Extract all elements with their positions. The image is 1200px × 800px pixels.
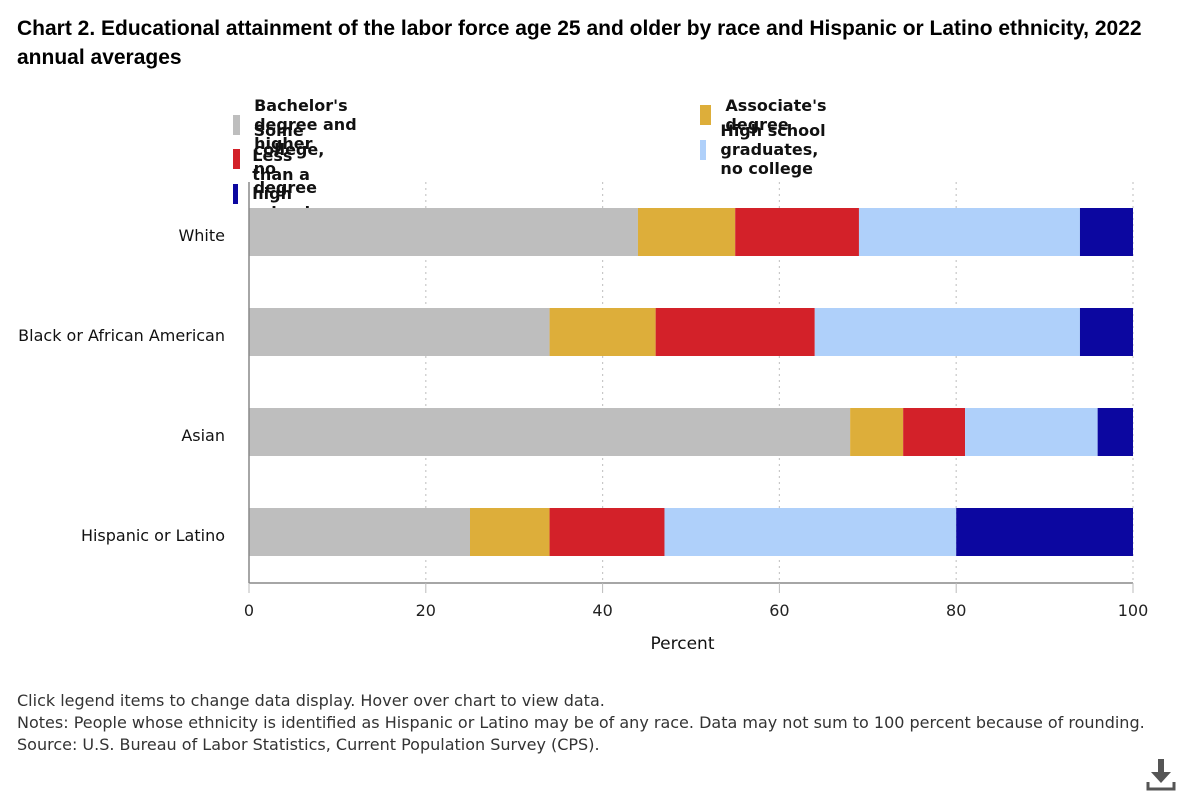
download-icon bbox=[1146, 759, 1176, 791]
bar-segment[interactable]: Black or African American — Associate's … bbox=[549, 308, 656, 356]
legend-item-bachelors[interactable]: Bachelor's degree and higher bbox=[233, 96, 359, 153]
download-button[interactable] bbox=[1146, 758, 1176, 792]
bar-segment[interactable]: White — High school graduates, no colleg… bbox=[858, 208, 1080, 256]
source-text: Source: U.S. Bureau of Labor Statistics,… bbox=[17, 735, 600, 754]
category-label: Hispanic or Latino bbox=[80, 526, 225, 545]
bar-segment[interactable]: Hispanic or Latino — Some college, no de… bbox=[549, 508, 665, 556]
x-axis-label: Percent bbox=[650, 634, 715, 654]
legend-label: Associate's degree bbox=[725, 96, 827, 134]
x-tick-label: 0 bbox=[244, 601, 254, 620]
x-tick-label: 40 bbox=[592, 601, 612, 620]
category-label: White bbox=[178, 226, 225, 245]
bar-segment[interactable]: Hispanic or Latino — Associate's degree:… bbox=[470, 508, 550, 556]
bar-segment[interactable]: Asian — Associate's degree: 6% bbox=[850, 408, 904, 456]
x-tick-label: 60 bbox=[769, 601, 789, 620]
bar-segment[interactable]: Asian — Less than a high school diploma:… bbox=[1097, 408, 1133, 456]
legend-item-associates[interactable]: Associate's degree bbox=[700, 96, 833, 134]
legend-swatch bbox=[233, 183, 239, 204]
bar-segment[interactable]: Black or African American — Bachelor's d… bbox=[249, 308, 550, 356]
legend-label: High school graduates, no college bbox=[720, 121, 826, 178]
legend-swatch bbox=[233, 114, 241, 135]
legend-swatch bbox=[700, 105, 712, 125]
x-tick-label: 100 bbox=[1118, 601, 1149, 620]
bar-segment[interactable]: White — Associate's degree: 11% bbox=[637, 208, 736, 256]
bar-segment[interactable]: Black or African American — Some college… bbox=[655, 308, 815, 356]
bar-segment[interactable]: White — Bachelor's degree and higher: 44… bbox=[249, 208, 638, 256]
bars: White — Bachelor's degree and higher: 44… bbox=[249, 208, 1133, 556]
bar-segment[interactable]: Asian — Some college, no degree: 7% bbox=[903, 408, 966, 456]
category-label: Black or African American bbox=[18, 326, 225, 345]
bar-segment[interactable]: Black or African American — High school … bbox=[814, 308, 1080, 356]
legend-label: Some college, no degree bbox=[253, 121, 325, 197]
bar-segment[interactable]: White — Some college, no degree: 14% bbox=[735, 208, 859, 256]
legend-item-hs-graduates[interactable]: High school graduates, no college bbox=[700, 121, 830, 178]
notes-text: Notes: People whose ethnicity is identif… bbox=[17, 713, 1145, 732]
bar-segment[interactable]: Asian — High school graduates, no colleg… bbox=[965, 408, 1098, 456]
legend-swatch bbox=[700, 139, 707, 160]
bar-segment[interactable]: Asian — Bachelor's degree and higher: 68… bbox=[249, 408, 851, 456]
bar-segment[interactable]: Hispanic or Latino — Less than a high sc… bbox=[956, 508, 1133, 556]
bar-segment[interactable]: Hispanic or Latino — Bachelor's degree a… bbox=[249, 508, 470, 556]
x-tick-label: 20 bbox=[416, 601, 436, 620]
chart-title: Chart 2. Educational attainment of the l… bbox=[17, 17, 1142, 69]
bar-segment[interactable]: Black or African American — Less than a … bbox=[1079, 308, 1133, 356]
bar-segment[interactable]: Hispanic or Latino — High school graduat… bbox=[664, 508, 957, 556]
legend-label: Bachelor's degree and higher bbox=[254, 96, 357, 153]
legend-item-some-college[interactable]: Some college, no degree bbox=[233, 121, 336, 197]
x-ticks: 0 20 40 60 80 100 bbox=[244, 583, 1148, 620]
axes bbox=[248, 182, 1133, 584]
bar-segment[interactable]: White — Less than a high school diploma:… bbox=[1079, 208, 1133, 256]
legend-swatch bbox=[233, 149, 240, 169]
chart-notes: Click legend items to change data displa… bbox=[17, 690, 1177, 756]
category-label: Asian bbox=[181, 426, 225, 445]
instruction-text: Click legend items to change data displa… bbox=[17, 691, 605, 710]
x-tick-label: 80 bbox=[946, 601, 966, 620]
